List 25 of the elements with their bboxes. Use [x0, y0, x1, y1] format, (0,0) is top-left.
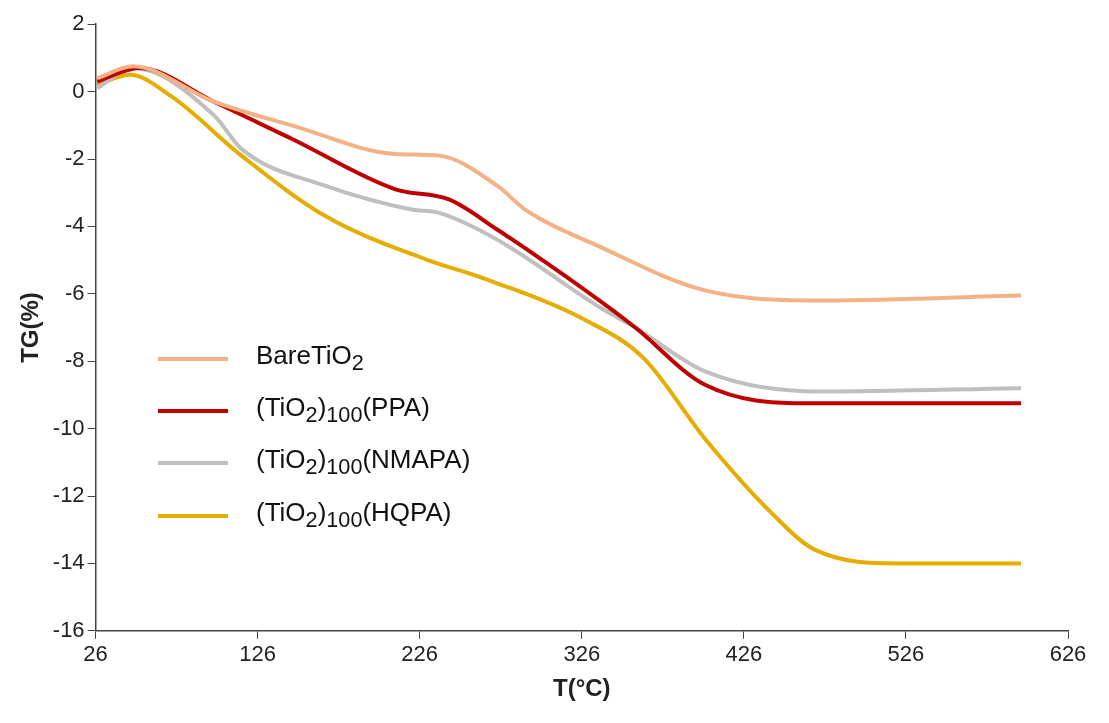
y-tick-label: -2 [65, 145, 85, 171]
line-series [95, 64, 1023, 303]
y-tick-label: -14 [52, 549, 85, 575]
x-axis-title: T(°C) [553, 674, 611, 702]
x-tick-label: 126 [239, 641, 277, 667]
y-tick-label: 2 [72, 10, 85, 36]
line-series [95, 72, 1023, 566]
y-tick-label: -6 [65, 279, 85, 305]
x-tick-label: 626 [1049, 641, 1087, 667]
y-tick-label: -4 [65, 212, 85, 238]
y-axis-title: TG(%) [16, 292, 44, 363]
y-tick-label: -10 [52, 414, 85, 440]
y-tick-label: -8 [65, 347, 85, 373]
legend-label: (TiO$_{2}$)$_{100}$(HQPA) [256, 495, 452, 534]
x-tick-label: 326 [563, 641, 601, 667]
x-tick-label: 226 [401, 641, 439, 667]
y-tick-label: 0 [72, 77, 85, 103]
legend-label: (TiO$_{2}$)$_{100}$(PPA) [256, 391, 430, 430]
legend-label: BareTiO$_{2}$ [256, 339, 364, 378]
x-tick-label: 26 [83, 641, 108, 667]
x-tick-label: 526 [887, 641, 925, 667]
y-tick-label: -12 [52, 482, 85, 508]
y-tick-label: -16 [52, 616, 85, 642]
x-tick-label: 426 [725, 641, 763, 667]
legend-label: (TiO$_{2}$)$_{100}$(NMAPA) [256, 443, 471, 482]
